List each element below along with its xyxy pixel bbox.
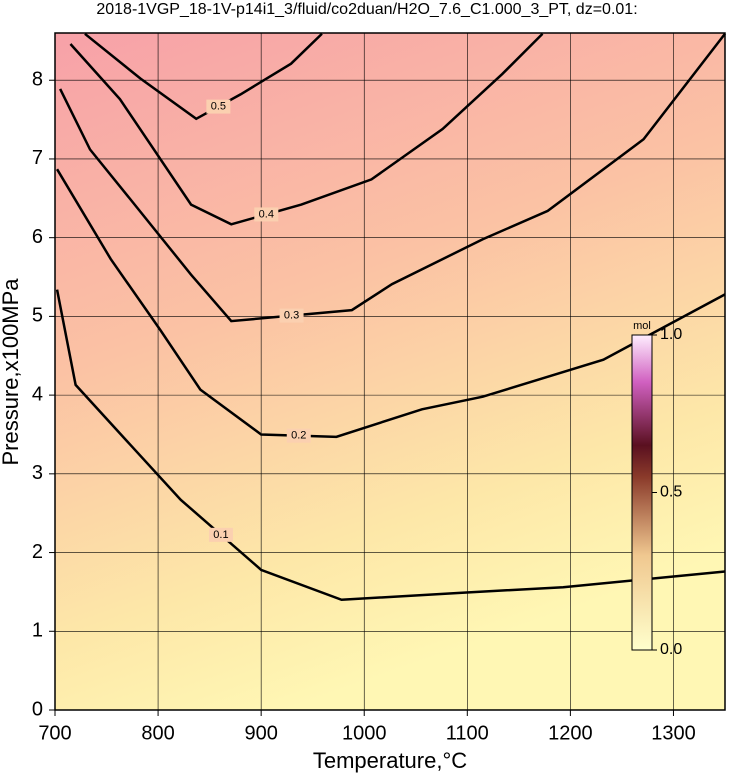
- colorbar-label: mol: [633, 320, 651, 332]
- contour-label: 0.1: [213, 529, 228, 541]
- y-axis-label: Pressure,x100MPa: [0, 278, 23, 466]
- y-tick-label: 6: [32, 226, 43, 248]
- contour-label-bg: [279, 308, 304, 323]
- x-tick-label: 900: [244, 722, 277, 744]
- x-tick-label: 800: [141, 722, 174, 744]
- chart-title: 2018-1VGP_18-1V-p14i1_3/fluid/co2duan/H2…: [96, 1, 637, 18]
- y-tick-label: 4: [32, 383, 43, 405]
- x-tick-label: 700: [38, 722, 71, 744]
- x-tick-label: 1000: [342, 722, 387, 744]
- y-tick-label: 2: [32, 541, 43, 563]
- y-tick-label: 3: [32, 462, 43, 484]
- contour-label: 0.3: [284, 310, 299, 322]
- contour-label: 0.4: [259, 208, 274, 220]
- plot-frame: [54, 32, 726, 711]
- contour-label: 0.5: [211, 101, 226, 113]
- y-tick-label: 8: [32, 69, 43, 91]
- contour-label: 0.2: [291, 430, 306, 442]
- colorbar-tick-label: 1.0: [660, 326, 682, 343]
- y-tick-label: 7: [32, 147, 43, 169]
- x-axis-label: Temperature,°C: [313, 748, 467, 773]
- colorbar-tick-label: 0.5: [660, 484, 682, 501]
- colorbar-tick-label: 0.0: [660, 641, 682, 658]
- contour-line: [55, 289, 726, 602]
- y-tick-label: 0: [32, 698, 43, 720]
- x-tick-label: 1100: [446, 722, 489, 744]
- contour-line: [69, 32, 544, 226]
- contour-label-bg: [254, 207, 279, 222]
- y-tick-label: 5: [32, 305, 43, 327]
- plot-background: [55, 33, 725, 710]
- y-tick-label: 1: [32, 620, 43, 642]
- x-tick-label: 1300: [651, 722, 696, 744]
- x-tick-label: 1200: [548, 722, 593, 744]
- contour-label-bg: [286, 428, 311, 443]
- contour-label-bg: [208, 527, 233, 542]
- contour-label-bg: [206, 99, 231, 114]
- contour-line: [59, 33, 726, 323]
- colorbar: [631, 334, 653, 651]
